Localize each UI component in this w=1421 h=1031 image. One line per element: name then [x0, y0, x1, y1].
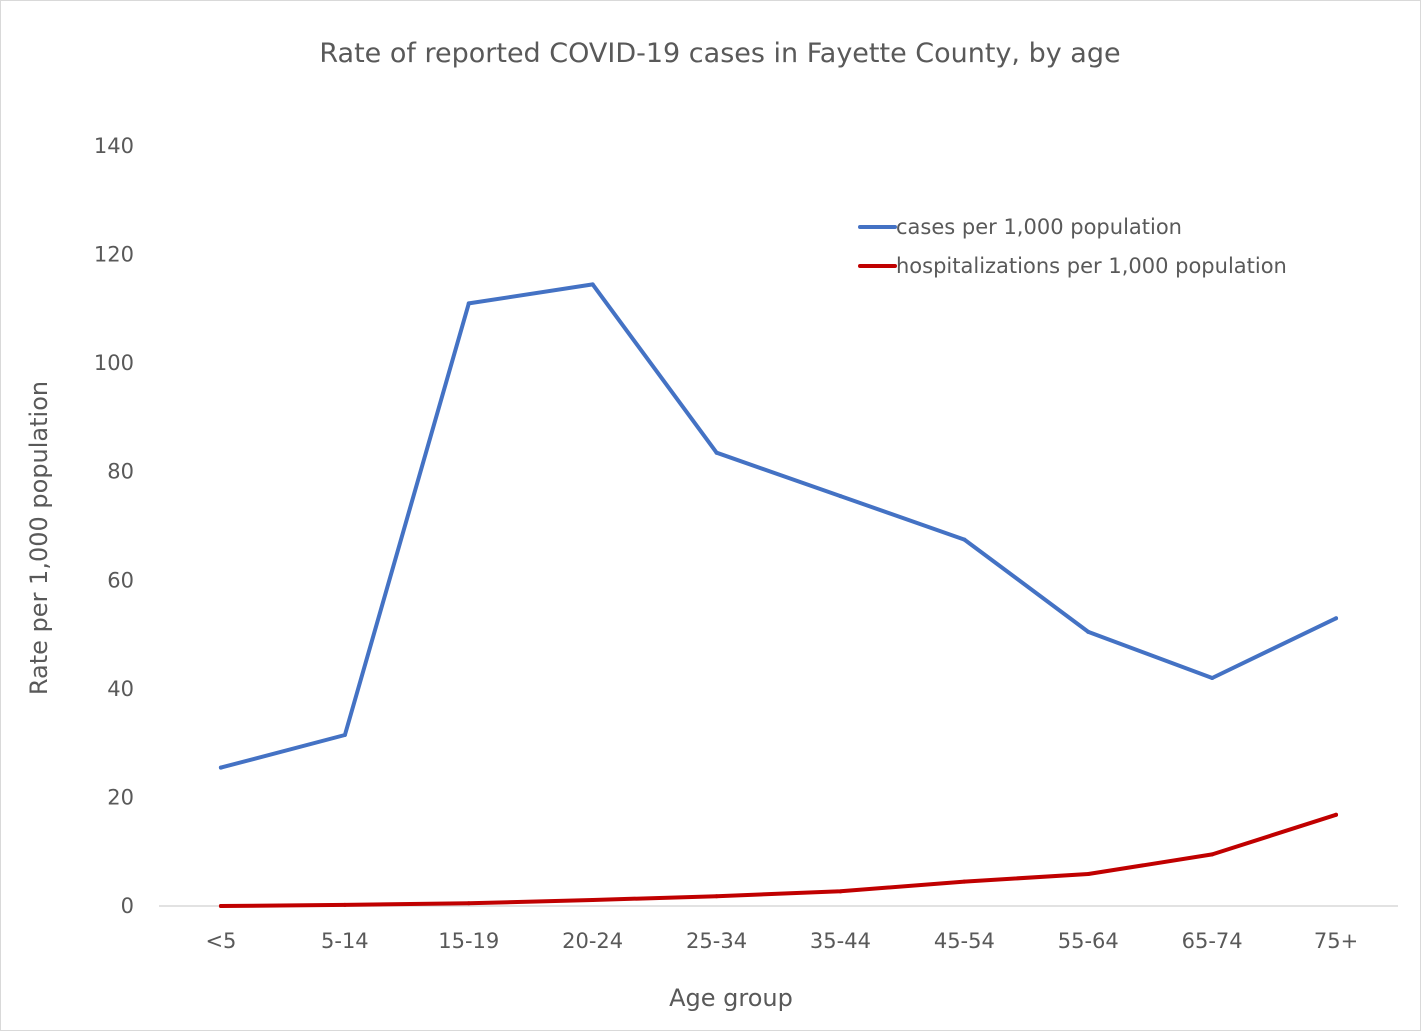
data-point: [1210, 852, 1215, 857]
data-point: [838, 494, 843, 499]
series-line-1: [218, 812, 1338, 908]
data-point: [218, 904, 223, 908]
data-point: [1086, 629, 1091, 634]
data-point: [218, 765, 223, 770]
y-axis-ticks: 0 20 40 60 80 100 120 140: [94, 134, 134, 918]
data-point: [1334, 616, 1339, 621]
y-tick-label: 80: [107, 460, 134, 484]
x-axis-ticks: <5 5-14 15-19 20-24 25-34 35-44 45-54 55-64 65-7…: [205, 929, 1358, 953]
x-tick-label: <5: [205, 929, 236, 953]
data-point: [1086, 871, 1091, 876]
data-point: [590, 282, 595, 287]
y-tick-label: 20: [107, 785, 134, 809]
series-layer: [218, 282, 1339, 908]
data-point: [1210, 676, 1215, 680]
data-point: [590, 898, 595, 903]
y-tick-label: 0: [121, 894, 134, 918]
data-point: [962, 879, 967, 884]
chart-title: Rate of reported COVID-19 cases in Fayet…: [319, 38, 1120, 69]
y-axis-title: Rate per 1,000 population: [25, 381, 53, 695]
x-tick-label: 65-74: [1182, 929, 1243, 953]
y-tick-label: 140: [94, 134, 134, 158]
x-tick-label: 20-24: [562, 929, 623, 953]
legend: cases per 1,000 population hospitalizatio…: [858, 215, 1287, 278]
y-tick-label: 40: [107, 677, 134, 701]
x-tick-label: 25-34: [686, 929, 747, 953]
series-line-0: [218, 282, 1338, 770]
data-point: [714, 450, 719, 455]
x-axis-title: Age group: [669, 984, 793, 1012]
legend-label: cases per 1,000 population: [896, 215, 1182, 239]
legend-label: hospitalizations per 1,000 population: [896, 254, 1287, 278]
x-tick-label: 75+: [1314, 929, 1358, 953]
data-point: [342, 902, 347, 907]
data-point: [838, 889, 843, 894]
data-point: [714, 894, 719, 899]
y-tick-label: 100: [94, 351, 134, 375]
x-tick-label: 15-19: [438, 929, 499, 953]
x-tick-label: 55-64: [1058, 929, 1119, 953]
x-tick-label: 45-54: [934, 929, 995, 953]
x-tick-label: 35-44: [810, 929, 871, 953]
y-tick-label: 120: [94, 243, 134, 267]
x-tick-label: 5-14: [321, 929, 369, 953]
data-point: [342, 733, 347, 737]
data-point: [1334, 812, 1339, 817]
data-point: [466, 901, 471, 906]
data-point: [962, 537, 967, 542]
y-tick-label: 60: [107, 568, 134, 592]
data-point: [466, 301, 471, 306]
